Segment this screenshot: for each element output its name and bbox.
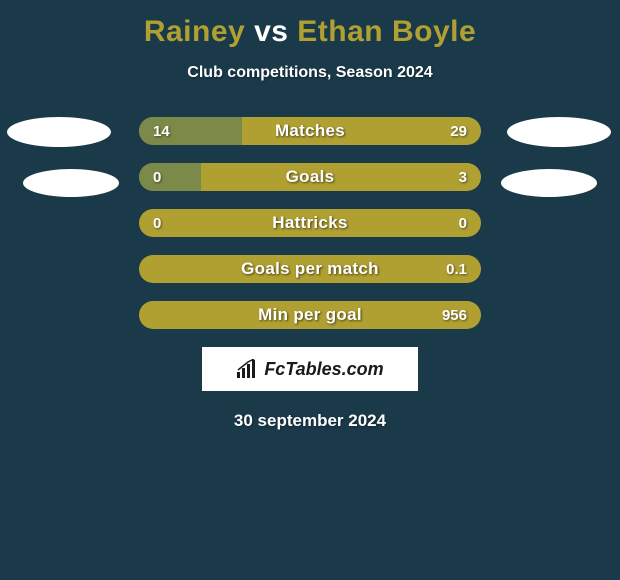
stat-label: Goals: [139, 163, 481, 191]
comparison-card: Rainey vs Ethan Boyle Club competitions,…: [0, 0, 620, 441]
side-badge: [507, 117, 611, 147]
stat-row: 956Min per goal: [139, 301, 481, 329]
stat-label: Hattricks: [139, 209, 481, 237]
subtitle: Club competitions, Season 2024: [8, 64, 612, 82]
vs-text: vs: [254, 15, 288, 48]
side-badge: [7, 117, 111, 147]
stat-row: 0.1Goals per match: [139, 255, 481, 283]
bar-chart-icon: [236, 359, 258, 379]
date-text: 30 september 2024: [8, 411, 612, 431]
player2-name: Ethan Boyle: [297, 15, 476, 48]
stat-row: 03Goals: [139, 163, 481, 191]
stat-row: 00Hattricks: [139, 209, 481, 237]
stat-label: Matches: [139, 117, 481, 145]
fctables-logo: FcTables.com: [202, 347, 418, 391]
player1-name: Rainey: [144, 15, 245, 48]
stat-row: 1429Matches: [139, 117, 481, 145]
title: Rainey vs Ethan Boyle: [8, 15, 612, 49]
side-badge: [501, 169, 597, 197]
stat-label: Goals per match: [139, 255, 481, 283]
logo-text: FcTables.com: [264, 359, 383, 380]
stat-rows: 1429Matches 03Goals 00Hattricks 0.1Goals pe…: [70, 117, 550, 329]
side-badge: [23, 169, 119, 197]
stat-label: Min per goal: [139, 301, 481, 329]
